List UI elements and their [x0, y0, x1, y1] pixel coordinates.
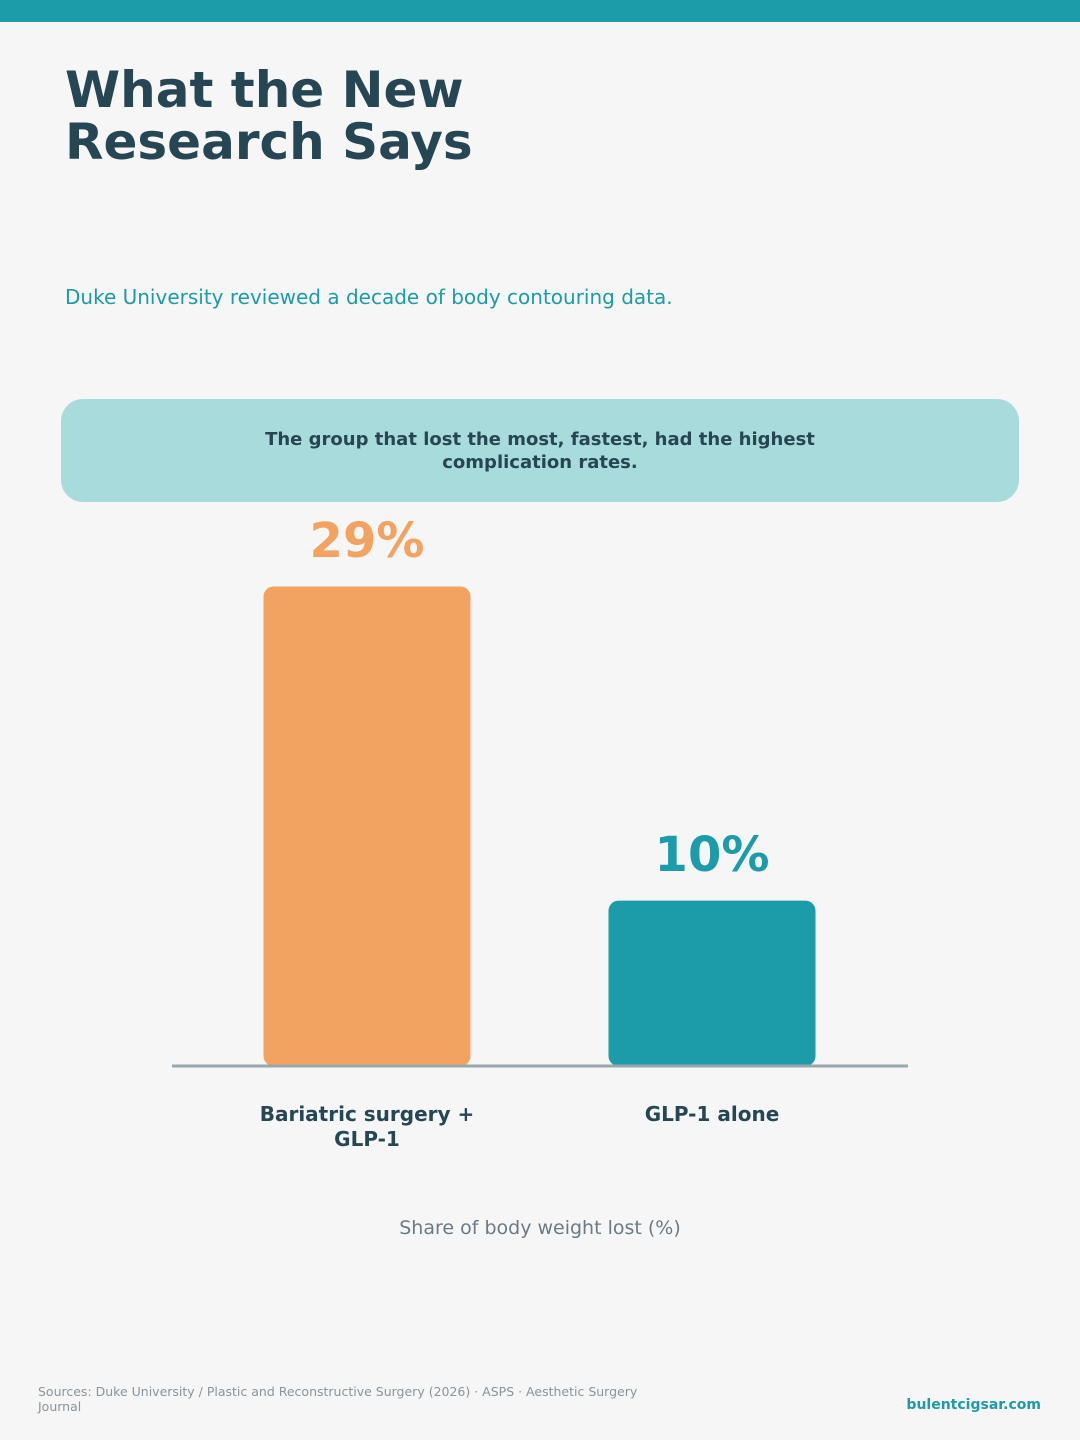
x-tick-label: GLP-1 alone: [644, 1102, 780, 1126]
x-axis-label: Share of body weight lost (%): [399, 1217, 681, 1239]
bar: [263, 586, 471, 1066]
value-label: 10%: [654, 826, 770, 883]
x-tick-label: Bariatric surgery + GLP-1: [259, 1102, 475, 1151]
callout-text: The group that lost the most, fastest, h…: [265, 428, 815, 473]
top-bar: [0, 0, 1080, 22]
callout: The group that lost the most, fastest, h…: [61, 399, 1019, 502]
title: What the New Research Says: [65, 61, 473, 171]
bar: [608, 900, 816, 1066]
value-label: 29%: [309, 512, 425, 569]
sources: Sources: Duke University / Plastic and R…: [38, 1384, 638, 1414]
subtitle: Duke University reviewed a decade of bod…: [65, 285, 673, 309]
brand: bulentcigsar.com: [906, 1397, 1041, 1413]
